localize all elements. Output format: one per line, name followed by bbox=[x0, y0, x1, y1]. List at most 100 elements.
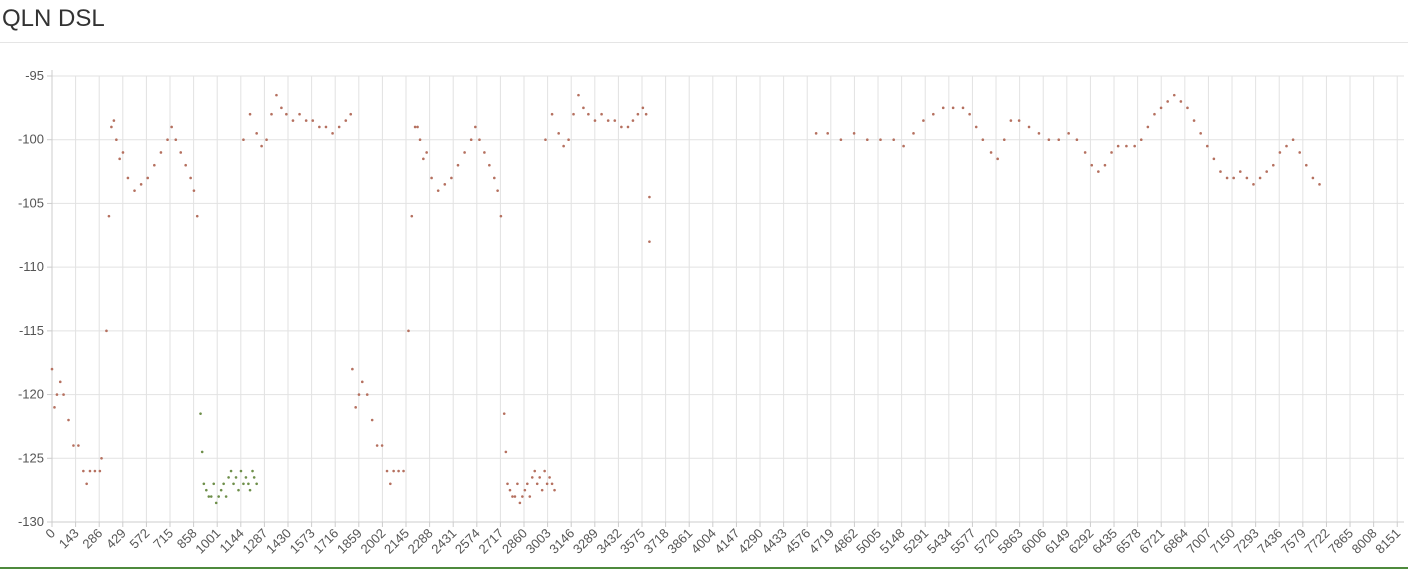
data-point bbox=[370, 418, 374, 422]
data-point bbox=[349, 112, 353, 116]
data-point bbox=[1075, 138, 1079, 142]
data-point bbox=[648, 195, 651, 199]
data-point bbox=[1009, 119, 1013, 122]
x-tick-label: 5005 bbox=[853, 526, 884, 557]
data-point bbox=[814, 132, 818, 135]
data-point bbox=[260, 144, 263, 148]
data-point bbox=[402, 469, 405, 473]
data-point bbox=[1146, 125, 1150, 129]
alt-data-point bbox=[200, 450, 204, 454]
data-point bbox=[298, 112, 301, 116]
x-tick-label: 1001 bbox=[192, 526, 223, 557]
data-points bbox=[50, 93, 1321, 505]
data-point bbox=[67, 418, 70, 422]
data-point bbox=[291, 119, 295, 122]
x-tick-label: 1573 bbox=[287, 526, 318, 557]
data-point bbox=[170, 125, 173, 129]
data-point bbox=[553, 488, 556, 492]
data-point bbox=[483, 151, 486, 154]
data-point bbox=[981, 138, 985, 142]
data-point bbox=[443, 183, 447, 186]
data-point bbox=[318, 125, 321, 129]
data-point bbox=[535, 482, 539, 486]
bottom-accent-bar bbox=[0, 567, 1408, 569]
data-point bbox=[521, 495, 524, 498]
data-point bbox=[1298, 151, 1301, 154]
data-point bbox=[961, 106, 965, 110]
x-tick-label: 3003 bbox=[523, 526, 554, 557]
data-point bbox=[112, 119, 116, 122]
alt-data-point bbox=[209, 495, 213, 498]
data-point bbox=[1205, 144, 1209, 148]
data-point bbox=[422, 157, 425, 161]
data-point bbox=[365, 393, 369, 396]
data-point bbox=[337, 125, 341, 129]
x-tick-label: 7293 bbox=[1231, 526, 1262, 557]
x-tick-label: 6864 bbox=[1160, 526, 1191, 557]
x-tick-label: 5863 bbox=[995, 526, 1026, 557]
data-point bbox=[538, 476, 541, 479]
alt-data-point bbox=[234, 476, 238, 479]
data-point bbox=[533, 469, 537, 473]
data-point bbox=[107, 214, 111, 218]
data-point bbox=[53, 406, 56, 409]
data-point bbox=[1090, 163, 1094, 167]
data-point bbox=[1133, 144, 1136, 148]
data-point bbox=[1002, 138, 1006, 142]
x-tick-label: 572 bbox=[127, 526, 153, 552]
data-point bbox=[418, 138, 422, 142]
x-tick-label: 4862 bbox=[829, 526, 860, 557]
data-point bbox=[1252, 183, 1255, 186]
x-tick-label: 4290 bbox=[735, 526, 766, 557]
data-point bbox=[407, 329, 410, 333]
data-point bbox=[572, 112, 575, 116]
y-tick-label: -110 bbox=[19, 259, 44, 274]
data-point bbox=[55, 393, 59, 396]
data-point bbox=[543, 469, 546, 473]
data-point bbox=[410, 214, 414, 218]
alt-data-point bbox=[239, 469, 243, 473]
axes bbox=[47, 70, 1404, 527]
data-point bbox=[1285, 144, 1288, 148]
data-point bbox=[636, 112, 640, 116]
data-point bbox=[1179, 100, 1183, 103]
data-point bbox=[85, 482, 88, 486]
data-point bbox=[179, 151, 183, 154]
x-tick-label: 7579 bbox=[1278, 526, 1309, 557]
data-point bbox=[1212, 157, 1216, 161]
chart-title: QLN DSL bbox=[2, 5, 105, 32]
data-point bbox=[413, 125, 417, 129]
data-point bbox=[582, 106, 585, 110]
x-tick-label: 4147 bbox=[711, 526, 742, 557]
x-tick-label: 2717 bbox=[475, 526, 506, 557]
alt-data-point bbox=[219, 488, 223, 492]
x-tick-label: 6149 bbox=[1042, 526, 1073, 557]
x-tick-label: 3432 bbox=[593, 526, 624, 557]
data-point bbox=[1110, 151, 1113, 154]
data-point bbox=[606, 119, 610, 122]
data-point bbox=[593, 119, 597, 122]
x-tick-label: 6578 bbox=[1113, 526, 1144, 557]
data-point bbox=[1232, 176, 1235, 180]
data-point bbox=[1192, 119, 1196, 122]
data-point bbox=[88, 469, 92, 473]
data-point bbox=[1017, 119, 1021, 122]
data-point bbox=[184, 163, 187, 167]
x-tick-label: 4433 bbox=[759, 526, 790, 557]
data-point bbox=[504, 450, 508, 454]
y-tick-label: -120 bbox=[18, 387, 44, 402]
data-point bbox=[354, 406, 357, 409]
alt-data-point bbox=[212, 482, 216, 486]
x-tick-label: 3861 bbox=[664, 526, 695, 557]
alt-data-point bbox=[242, 482, 245, 486]
data-point bbox=[1067, 132, 1070, 135]
data-point bbox=[912, 132, 915, 135]
data-point bbox=[1027, 125, 1031, 129]
alt-data-point bbox=[244, 476, 248, 479]
data-point bbox=[311, 119, 315, 122]
data-point bbox=[463, 151, 466, 154]
data-point bbox=[1166, 100, 1169, 103]
data-point bbox=[430, 176, 433, 180]
data-point bbox=[275, 93, 278, 97]
